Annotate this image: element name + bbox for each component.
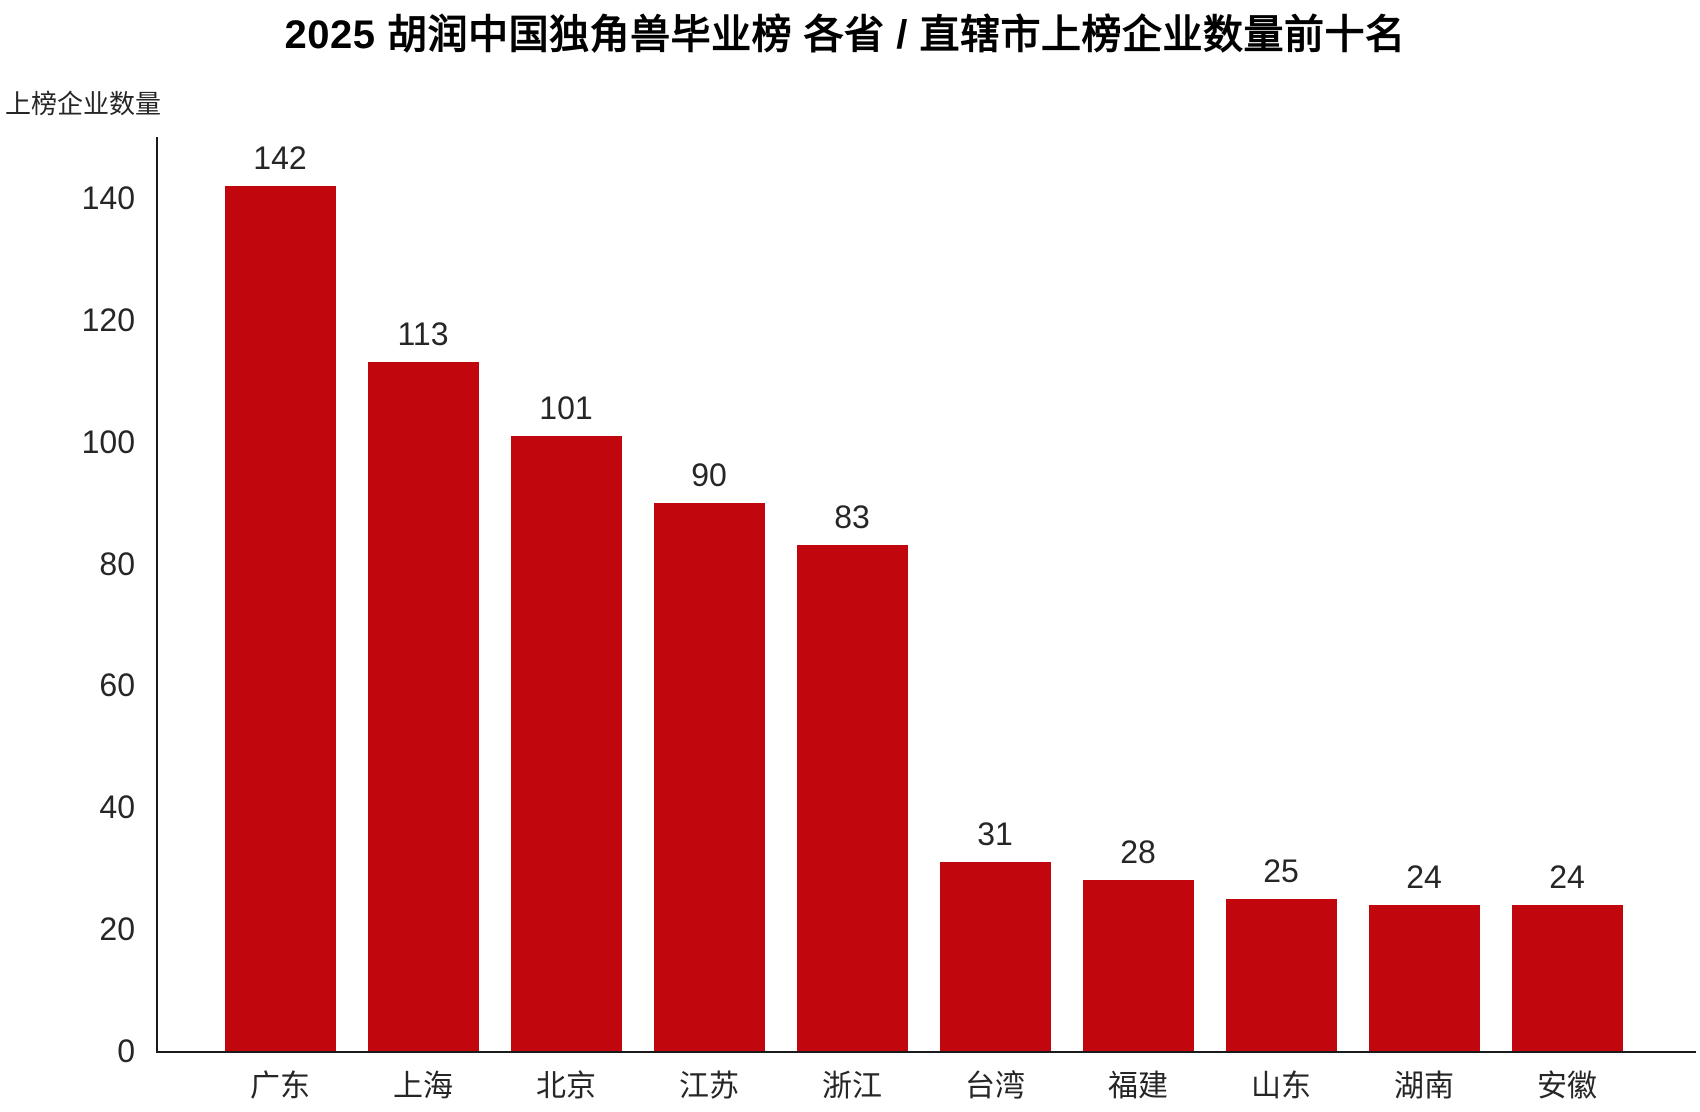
bar	[796, 545, 908, 1051]
x-tick-label: 北京	[536, 1070, 596, 1103]
chart-title: 2025 胡润中国独角兽毕业榜 各省 / 直辖市上榜企业数量前十名	[284, 13, 1406, 57]
bar	[653, 503, 765, 1051]
y-tick-label: 140	[81, 179, 135, 216]
bar-value-label: 24	[1549, 859, 1585, 895]
bar-value-label: 24	[1406, 859, 1442, 895]
y-tick-label: 20	[99, 911, 135, 948]
bar-value-label: 25	[1263, 853, 1299, 889]
bar-value-label: 142	[253, 140, 307, 176]
bar	[1225, 899, 1337, 1051]
x-tick-label: 上海	[393, 1070, 453, 1103]
x-tick-label: 福建	[1108, 1070, 1168, 1103]
y-tick-label: 60	[99, 667, 135, 704]
bar	[224, 186, 336, 1051]
bar-value-label: 83	[834, 499, 870, 535]
x-tick-label: 山东	[1251, 1070, 1311, 1103]
y-tick-label: 80	[99, 545, 135, 582]
bar-value-label: 113	[397, 316, 449, 352]
x-tick-label: 江苏	[679, 1070, 739, 1103]
y-axis-title: 上榜企业数量	[5, 89, 162, 119]
bar	[1082, 880, 1194, 1051]
y-tick-label: 40	[99, 789, 135, 826]
bar	[1368, 905, 1480, 1051]
bar-value-label: 90	[691, 457, 727, 493]
y-tick-label: 0	[117, 1033, 135, 1069]
x-tick-label: 湖南	[1394, 1070, 1454, 1103]
bar	[367, 362, 479, 1051]
bar	[510, 436, 622, 1051]
x-tick-label: 浙江	[822, 1070, 882, 1103]
bar	[939, 862, 1051, 1051]
y-tick-label: 120	[81, 301, 135, 338]
y-tick-label: 100	[81, 423, 135, 460]
bar	[1511, 905, 1623, 1051]
bar-value-label: 28	[1120, 834, 1156, 870]
bar-value-label: 101	[539, 390, 593, 426]
x-tick-label: 安徽	[1537, 1070, 1597, 1103]
x-tick-label: 台湾	[965, 1070, 1025, 1103]
plot-area: 142 113 101 90 83 31 28 25 24 24	[156, 137, 1696, 1053]
bar-value-label: 31	[977, 816, 1013, 852]
x-tick-label: 广东	[250, 1070, 310, 1103]
